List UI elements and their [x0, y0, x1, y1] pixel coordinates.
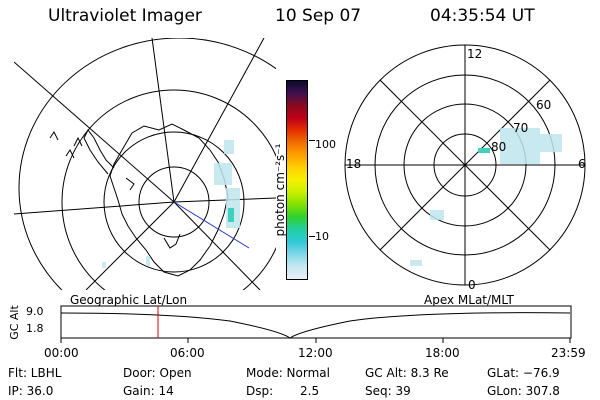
timeline-axis-label: GC Alt: [7, 305, 21, 340]
timeline-left-title: Geographic Lat/Lon: [70, 293, 188, 307]
status-glon: GLon: 307.8: [487, 384, 560, 398]
lon-line: [151, 38, 175, 203]
colorbar-tick-100: 100: [315, 138, 336, 151]
y-tick-1.8: 1.8: [26, 322, 44, 335]
polar-label-70: 70: [513, 121, 529, 135]
status-mode: Mode: Normal: [246, 366, 330, 380]
status-seq: Seq: 39: [365, 384, 411, 398]
lat-circle: [61, 89, 276, 290]
lon-line: [14, 61, 175, 203]
colorbar-tick-10: 10: [315, 230, 329, 243]
status-glat: GLat: −76.9: [487, 366, 560, 380]
island-outlines: [49, 131, 135, 191]
polar-label-18: 18: [346, 157, 362, 171]
lon-line: [14, 201, 175, 215]
status-ip: IP: 36.0: [8, 384, 54, 398]
time-label: 04:35:54 UT: [430, 6, 535, 26]
x-tick-1800: 18:00: [425, 346, 460, 360]
y-tick-9: 9.0: [26, 305, 44, 318]
date-label: 10 Sep 07: [275, 6, 362, 26]
timeline-frame: [60, 305, 572, 339]
polar-label-60: 60: [536, 98, 552, 112]
lon-line: [173, 201, 261, 290]
altitude-curve: [60, 312, 571, 339]
status-door: Door: Open: [123, 366, 192, 380]
peninsula-coastline: [83, 129, 115, 175]
mlt-line: [379, 79, 551, 251]
antarctica-coastline: [109, 123, 229, 277]
altitude-timeline: [60, 305, 572, 343]
geographic-map: [14, 38, 276, 290]
ice-shelf-outline: [163, 233, 181, 249]
polar-label-0: 0: [468, 278, 476, 292]
lon-line: [85, 201, 175, 290]
polar-plot: [344, 44, 586, 286]
lat-circle: [103, 131, 245, 273]
status-gc-alt: GC Alt: 8.3 Re: [365, 366, 449, 380]
status-filter: Flt: LBHL: [8, 366, 62, 380]
status-dsp-value: 2.5: [300, 384, 320, 398]
lon-line: [173, 38, 265, 203]
aurora-patches: [410, 128, 562, 266]
aurora-core: [228, 208, 234, 222]
app-title: Ultraviolet Imager: [48, 6, 202, 26]
x-tick-0600: 06:00: [170, 346, 205, 360]
colorbar: [286, 80, 308, 280]
timeline-right-title: Apex MLat/MLT: [424, 293, 514, 307]
lat-circle: [18, 38, 276, 290]
colorbar-tick: [309, 140, 315, 141]
polar-label-6: 6: [578, 157, 586, 171]
x-tick-2359: 23:59: [551, 346, 586, 360]
colorbar-label: photon cm⁻²s⁻¹: [273, 143, 287, 237]
polar-label-12: 12: [467, 47, 483, 61]
track-line: [173, 201, 250, 249]
polar-label-80: 80: [491, 140, 507, 154]
colorbar-tick: [309, 236, 315, 237]
lon-line: [173, 197, 276, 203]
x-tick-0000: 00:00: [44, 346, 79, 360]
x-tick-1200: 12:00: [298, 346, 333, 360]
timeline-ticks: [60, 338, 571, 343]
status-dsp-label: Dsp:: [246, 384, 274, 398]
lat-circle: [138, 166, 210, 238]
aurora-core: [478, 148, 490, 153]
status-gain: Gain: 14: [123, 384, 174, 398]
